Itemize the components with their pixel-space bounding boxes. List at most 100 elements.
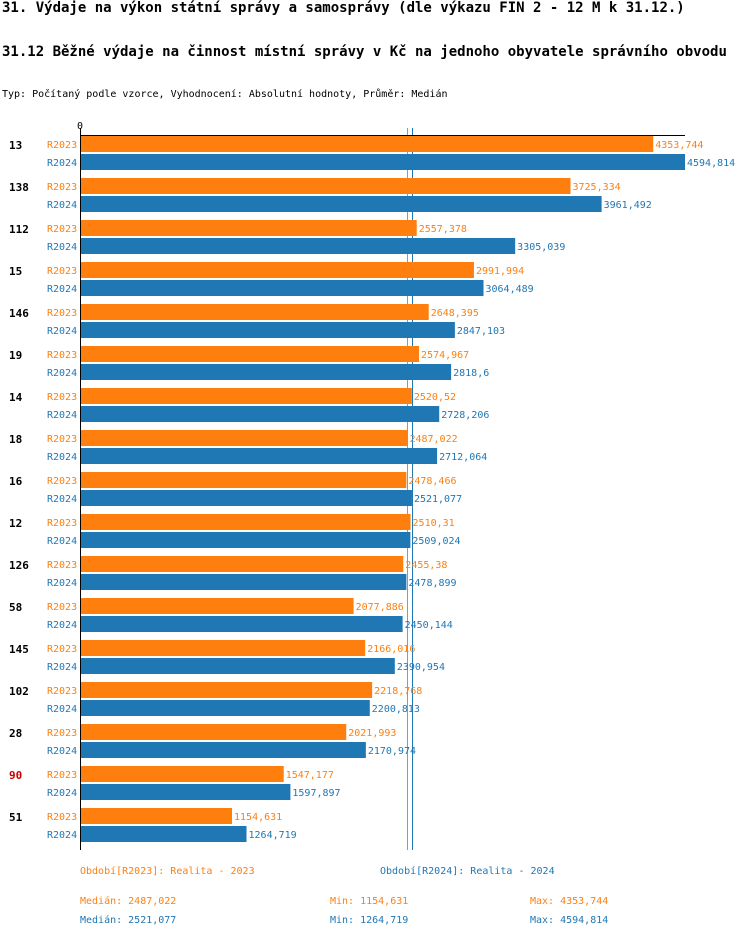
bar-r2024-14 [81,406,440,422]
value-label-r2024-51: 1264,719 [249,830,297,841]
category-label-13: 13 [9,139,22,152]
value-label-r2024-58: 2450,144 [405,620,453,631]
value-label-r2023-112: 2557,378 [419,224,467,235]
bar-r2024-102 [81,700,370,716]
series-label-r2023-16: R2023 [47,476,77,487]
series-label-r2023-146: R2023 [47,308,77,319]
value-label-r2023-14: 2520,52 [414,392,456,403]
value-label-r2023-51: 1154,631 [234,812,282,823]
series-label-r2023-19: R2023 [47,350,77,361]
bar-r2023-18 [81,430,408,446]
legend-r2023-min: Min: 1154,631 [330,896,409,907]
value-label-r2023-15: 2991,994 [476,266,524,277]
value-label-r2023-138: 3725,334 [573,182,621,193]
bar-r2023-58 [81,598,354,614]
legend-r2023-period: Období[R2023]: Realita - 2023 [80,866,255,877]
series-label-r2024-14: R2024 [47,410,77,421]
series-label-r2024-28: R2024 [47,746,77,757]
series-label-r2023-126: R2023 [47,560,77,571]
series-label-r2024-19: R2024 [47,368,77,379]
value-label-r2024-12: 2509,024 [412,536,460,547]
bar-r2024-15 [81,280,484,296]
category-label-126: 126 [9,559,29,572]
category-label-18: 18 [9,433,22,446]
bar-r2024-13 [81,154,685,170]
report-title: 31. Výdaje na výkon státní správy a samo… [2,0,685,16]
series-label-r2024-90: R2024 [47,788,77,799]
bar-r2024-18 [81,448,438,464]
category-label-28: 28 [9,727,22,740]
series-label-r2024-138: R2024 [47,200,77,211]
series-label-r2023-14: R2023 [47,392,77,403]
series-label-r2023-28: R2023 [47,728,77,739]
chart-title: 31.12 Běžné výdaje na činnost místní spr… [2,44,727,60]
series-label-r2024-58: R2024 [47,620,77,631]
category-label-112: 112 [9,223,29,236]
category-label-90: 90 [9,769,22,782]
value-label-r2024-112: 3305,039 [517,242,565,253]
value-label-r2023-102: 2218,768 [374,686,422,697]
category-label-58: 58 [9,601,22,614]
category-label-138: 138 [9,181,29,194]
value-label-r2023-13: 4353,744 [655,140,703,151]
value-label-r2023-90: 1547,177 [286,770,334,781]
bar-r2023-112 [81,220,417,236]
series-label-r2024-16: R2024 [47,494,77,505]
value-label-r2024-126: 2478,899 [408,578,456,589]
bar-r2024-12 [81,532,411,548]
series-label-r2023-13: R2023 [47,140,77,151]
bar-r2023-13 [81,136,654,152]
bar-r2023-51 [81,808,233,824]
value-label-r2023-145: 2166,016 [367,644,415,655]
value-label-r2023-146: 2648,395 [431,308,479,319]
bar-r2023-90 [81,766,284,782]
bar-r2023-12 [81,514,411,530]
bar-r2024-112 [81,238,516,254]
value-label-r2023-12: 2510,31 [413,518,455,529]
legend-r2024-period: Období[R2024]: Realita - 2024 [380,866,555,877]
category-label-51: 51 [9,811,23,824]
series-label-r2024-102: R2024 [47,704,77,715]
bar-r2023-102 [81,682,373,698]
value-label-r2024-19: 2818,6 [453,368,489,379]
bar-chart: 0 13 R2023 4353,744 R2024 4594,814 138 R2023 372… [9,121,735,850]
value-label-r2024-18: 2712,064 [439,452,487,463]
bar-r2024-19 [81,364,452,380]
bar-r2024-126 [81,574,407,590]
series-label-r2023-18: R2023 [47,434,77,445]
category-label-102: 102 [9,685,29,698]
bar-r2023-138 [81,178,571,194]
legend-r2023-median: Medián: 2487,022 [80,896,177,907]
series-label-r2023-102: R2023 [47,686,77,697]
series-label-r2023-12: R2023 [47,518,77,529]
value-label-r2024-146: 2847,103 [457,326,505,337]
value-label-r2024-16: 2521,077 [414,494,462,505]
series-label-r2024-145: R2024 [47,662,77,673]
series-label-r2024-126: R2024 [47,578,77,589]
value-label-r2024-28: 2170,974 [368,746,416,757]
bar-r2024-28 [81,742,366,758]
value-label-r2024-14: 2728,206 [441,410,489,421]
series-label-r2023-15: R2023 [47,266,77,277]
bar-r2023-126 [81,556,404,572]
value-label-r2024-145: 2390,954 [397,662,445,673]
bar-r2023-16 [81,472,407,488]
bar-r2023-28 [81,724,347,740]
value-label-r2024-90: 1597,897 [292,788,340,799]
series-label-r2024-51: R2024 [47,830,77,841]
series-label-r2024-12: R2024 [47,536,77,547]
series-label-r2024-146: R2024 [47,326,77,337]
category-label-19: 19 [9,349,22,362]
value-label-r2024-138: 3961,492 [604,200,652,211]
value-label-r2023-126: 2455,38 [405,560,447,571]
bar-r2023-146 [81,304,429,320]
value-label-r2023-58: 2077,886 [356,602,404,613]
series-label-r2024-112: R2024 [47,242,77,253]
value-label-r2023-16: 2478,466 [408,476,456,487]
bar-r2024-58 [81,616,403,632]
series-label-r2023-51: R2023 [47,812,77,823]
bar-r2024-16 [81,490,412,506]
category-label-16: 16 [9,475,23,488]
series-label-r2023-90: R2023 [47,770,77,781]
bar-r2024-51 [81,826,247,842]
